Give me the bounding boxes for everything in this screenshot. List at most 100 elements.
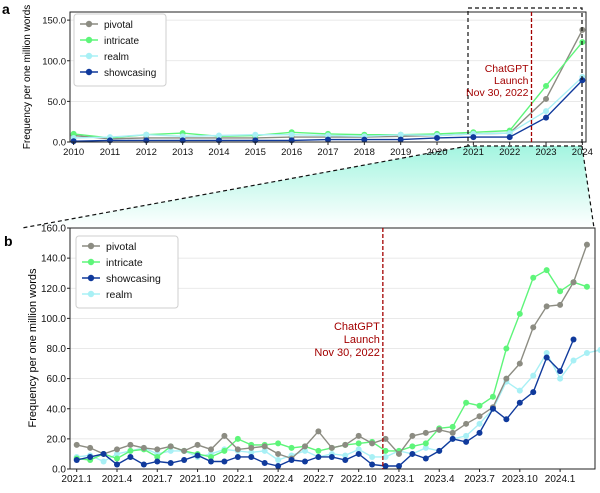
- x-tick-label: 2020: [426, 147, 447, 158]
- data-point-pivotal: [328, 444, 335, 451]
- data-point-pivotal: [154, 446, 161, 453]
- data-point-intricate: [543, 267, 550, 274]
- data-point-pivotal: [127, 441, 134, 448]
- y-tick-label: 0.0: [53, 138, 66, 149]
- data-point-intricate: [557, 288, 564, 295]
- launch-label: Launch: [494, 75, 529, 87]
- panel-a: a 2010 2011 2012 2013 2014 2015 2016 2017 2018 20…: [2, 1, 593, 158]
- data-point-pivotal: [516, 360, 523, 367]
- legend-swatch-marker: [87, 290, 95, 298]
- legend-swatch-marker: [85, 36, 93, 44]
- data-point-showcasing: [261, 459, 268, 466]
- data-point-realm: [543, 108, 550, 115]
- data-point-showcasing: [470, 134, 477, 141]
- data-point-intricate: [207, 453, 214, 460]
- panel-b-ylabel: Frequency per one million words: [27, 268, 39, 427]
- x-tick-label: 2017: [317, 147, 338, 158]
- x-tick-label: 2022.4: [263, 474, 294, 485]
- panel-a-y-ticks: 0.0 50.0 100.0 150.0: [42, 16, 70, 149]
- data-point-intricate: [288, 444, 295, 451]
- data-point-pivotal: [382, 435, 389, 442]
- panel-a-legend: pivotal intricate realm showcasing: [73, 13, 167, 87]
- data-point-showcasing: [207, 458, 214, 465]
- legend-swatch-marker: [85, 68, 93, 76]
- data-point-showcasing: [167, 459, 174, 466]
- data-point-showcasing: [530, 389, 537, 396]
- data-point-showcasing: [87, 453, 94, 460]
- data-point-showcasing: [301, 458, 308, 465]
- data-point-intricate: [476, 402, 483, 409]
- launch-label: Nov 30, 2022: [314, 347, 379, 359]
- data-point-pivotal: [476, 413, 483, 420]
- x-tick-label: 2021.1: [61, 474, 92, 485]
- data-point-intricate: [127, 447, 134, 454]
- data-point-intricate: [234, 435, 241, 442]
- data-point-showcasing: [248, 453, 255, 460]
- data-point-showcasing: [382, 462, 389, 469]
- data-point-realm: [248, 449, 255, 456]
- x-tick-label: 2022.1: [223, 474, 254, 485]
- launch-label: ChatGPT: [485, 63, 529, 75]
- data-point-pivotal: [73, 441, 80, 448]
- legend-label-intricate: intricate: [106, 257, 143, 269]
- data-point-showcasing: [506, 134, 513, 141]
- y-tick-label: 100.0: [41, 314, 66, 325]
- data-point-intricate: [355, 440, 362, 447]
- legend-box: [75, 235, 179, 309]
- data-point-pivotal: [194, 441, 201, 448]
- series-line-realm: [76, 349, 600, 463]
- x-tick-label: 2010: [63, 147, 84, 158]
- data-point-showcasing: [434, 134, 441, 141]
- data-point-pivotal: [583, 241, 590, 248]
- data-point-showcasing: [463, 438, 470, 445]
- data-point-showcasing: [221, 458, 228, 465]
- data-point-intricate: [315, 447, 322, 454]
- data-point-intricate: [516, 310, 523, 317]
- data-point-realm: [597, 347, 600, 353]
- data-point-showcasing: [476, 429, 483, 436]
- data-point-realm: [143, 131, 150, 138]
- data-point-pivotal: [409, 432, 416, 439]
- data-point-pivotal: [570, 279, 577, 286]
- data-point-pivotal: [543, 303, 550, 310]
- data-point-pivotal: [543, 95, 550, 102]
- data-point-showcasing: [113, 461, 120, 468]
- data-point-pivotal: [530, 324, 537, 331]
- data-point-intricate: [503, 345, 510, 352]
- data-point-showcasing: [194, 452, 201, 459]
- legend-label-pivotal: pivotal: [104, 20, 133, 31]
- legend-swatch-marker: [87, 274, 95, 282]
- data-point-showcasing: [395, 462, 402, 469]
- x-tick-label: 2015: [245, 147, 266, 158]
- data-point-intricate: [543, 82, 550, 89]
- y-tick-label: 140.0: [41, 254, 66, 265]
- data-point-realm: [543, 350, 550, 357]
- data-point-showcasing: [543, 114, 550, 121]
- x-tick-label: 2022.10: [341, 474, 378, 485]
- data-point-pivotal: [261, 443, 268, 450]
- data-point-intricate: [449, 423, 456, 430]
- data-point-pivotal: [557, 301, 564, 308]
- data-point-showcasing: [325, 136, 331, 143]
- data-point-pivotal: [342, 441, 349, 448]
- data-point-showcasing: [397, 136, 404, 143]
- data-point-intricate: [530, 274, 537, 281]
- data-point-showcasing: [436, 447, 443, 454]
- data-point-pivotal: [221, 432, 228, 439]
- data-point-showcasing: [342, 456, 349, 463]
- data-point-intricate: [382, 447, 389, 454]
- x-tick-label: 2021.10: [179, 474, 216, 485]
- panel-a-ylabel: Frequency per one million words: [22, 5, 33, 150]
- legend-label-showcasing: showcasing: [106, 273, 161, 285]
- data-point-showcasing: [315, 453, 322, 460]
- x-tick-label: 2021: [463, 147, 484, 158]
- panel-b-label: b: [4, 233, 13, 249]
- data-point-realm: [369, 453, 376, 460]
- data-point-showcasing: [489, 405, 496, 412]
- data-point-realm: [382, 453, 389, 460]
- data-point-intricate: [583, 283, 590, 290]
- x-tick-label: 2021.4: [102, 474, 133, 485]
- y-tick-label: 80.0: [47, 344, 67, 355]
- x-tick-label: 2016: [281, 147, 302, 158]
